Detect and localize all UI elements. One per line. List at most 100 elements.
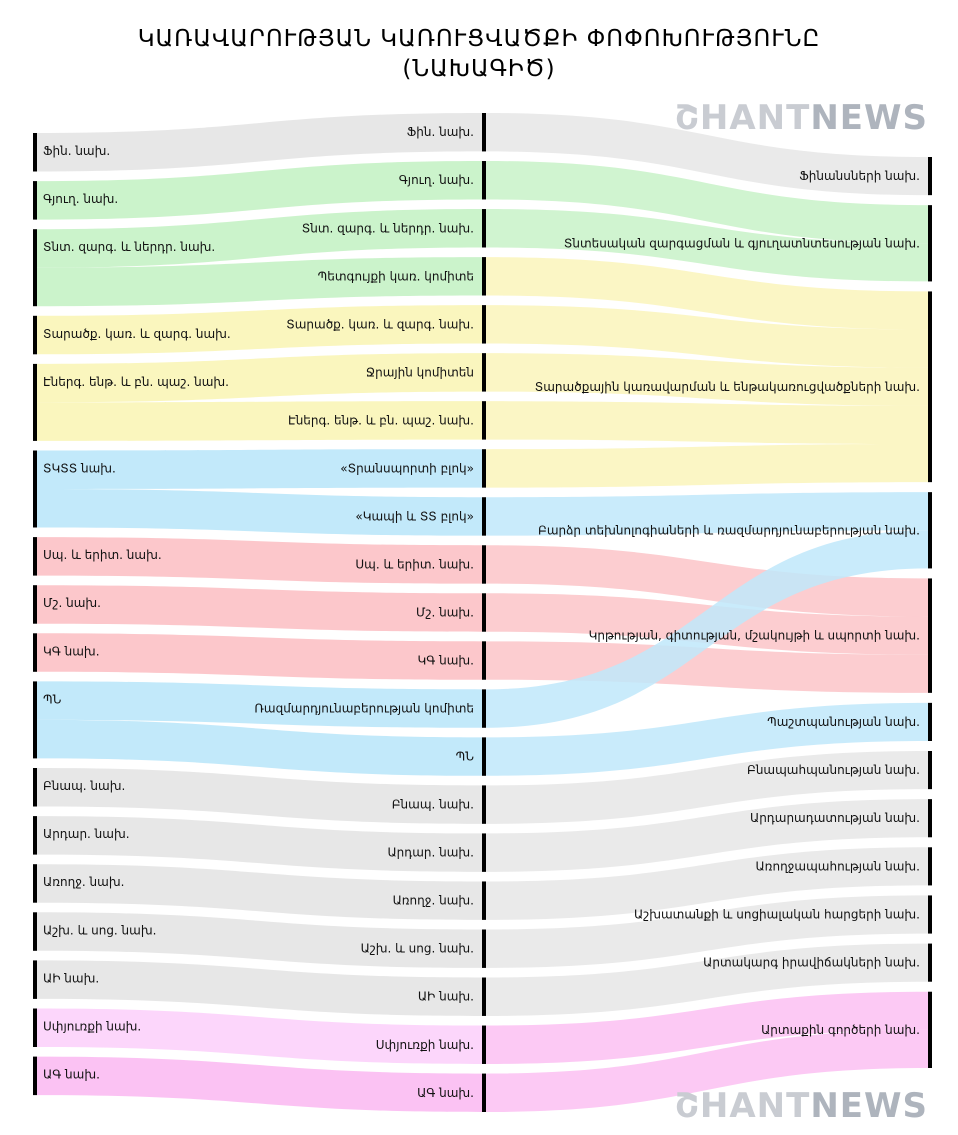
link-middle-to-right [486,113,928,196]
middle-node-bar [482,305,486,344]
middle-node-label: Սպ. և երիտ. նախ. [355,557,474,571]
left-node-bar [33,363,37,441]
middle-node-label: «Տրանսպորտի բլոկ» [340,461,474,475]
left-node-bar [33,864,37,903]
left-node-label: ՏԿՏՏ նախ. [43,462,116,476]
left-node-label: Տնտ. զարգ. և ներդր. նախ. [43,240,215,254]
link-left-to-middle [37,1008,482,1064]
link-middle-to-right [486,1029,928,1112]
chart-title-line-2: (ՆԱԽԱԳԻԾ) [402,56,556,82]
link-middle-to-right [486,702,928,776]
right-node-label: Տնտեսական զարգացման և գյուղատնտեսության … [564,236,920,250]
middle-node-bar [482,401,486,440]
middle-node-label: Տարածք. կառ. և զարգ. նախ. [286,317,474,331]
right-links [486,113,928,1112]
middle-node-label: ԱԳ նախ. [417,1086,474,1100]
left-node-label: ԱԻ նախ. [43,971,99,985]
middle-node-bar [482,497,486,536]
watermark-part-1: ՇHANT [674,1086,811,1126]
left-node-bar [33,229,37,307]
link-middle-to-right [486,751,928,824]
link-left-to-middle [37,489,482,536]
link-middle-to-right [486,545,928,617]
left-node-label: Տարածք. կառ. և զարգ. նախ. [43,327,231,341]
right-node-label: Բարձր տեխնոլոգիաների և ռազմարդյունաբերու… [538,523,920,537]
link-left-to-middle [37,257,482,307]
link-middle-to-right [486,799,928,872]
middle-node-bar [482,1073,486,1112]
middle-node-label: Ջրային կոմիտեն [366,365,474,379]
link-middle-to-right [486,847,928,920]
link-left-to-middle [37,1056,482,1112]
middle-node-label: Առողջ. նախ. [393,894,474,908]
middle-node-label: Պետգույքի կառ. կոմիտե [318,269,474,283]
middle-node-bar [482,449,486,488]
link-left-to-middle [37,864,482,920]
link-left-to-middle [37,681,482,728]
middle-node-bar [482,113,486,152]
watermark-logo-top: ՇHANTNEWS [675,98,928,138]
left-node-label: ԱԳ նախ. [43,1068,100,1082]
chart-title: ԿԱՌԱՎԱՐՈՒԹՅԱՆ ԿԱՌՈՒՑՎԱԾՔԻ ՓՈՓՈԽՈՒԹՅՈՒՆԸ … [0,24,958,84]
right-node-label: Արդարադատության նախ. [750,811,920,825]
left-node-bar [33,960,37,999]
left-node-label: Գյուղ. նախ. [43,192,118,206]
left-node-label: Ֆին. նախ. [43,144,110,158]
right-node-label: Պաշտպանության նախ. [767,715,920,729]
link-middle-to-right [486,895,928,968]
left-node-bar [33,768,37,807]
left-node-bar [33,537,37,576]
link-left-to-middle [37,633,482,680]
watermark-part-2: NEWS [810,98,928,138]
left-node-label: Մշ. նախ. [43,596,101,610]
left-node-label: Էներգ. ենթ. և բն. պաշ. նախ. [43,375,229,389]
link-left-to-middle [37,449,482,489]
left-node-bar [33,133,37,172]
right-node-label: Աշխատանքի և սոցիալական հարցերի նախ. [634,908,920,922]
left-node-bar [33,912,37,951]
right-node-label: Արտաքին գործերի նախ. [761,1023,920,1037]
middle-node-bar [482,977,486,1016]
right-node-bar [928,157,932,196]
left-node-bar [33,681,37,759]
right-node-label: Առողջապահության նախ. [755,859,920,873]
middle-node-bar [482,545,486,584]
watermark-part-1: ՇHANT [674,98,811,138]
middle-node-label: ՊՆ [456,750,475,764]
link-left-to-middle [37,209,482,268]
watermark-logo-bottom: ՇHANTNEWS [675,1086,928,1126]
right-node-label: Արտակարգ իրավիճակների նախ. [703,956,920,970]
middle-node-label: Սփյուռքի նախ. [376,1038,474,1052]
middle-node-bar [482,833,486,872]
left-node-label: Սպ. և երիտ. նախ. [43,548,162,562]
middle-node-label: Արդար. նախ. [387,846,474,860]
right-node-bar [928,291,932,483]
right-node-bar [928,702,932,741]
link-left-to-middle [37,113,482,172]
link-left-to-middle [37,585,482,632]
right-node-bar [928,492,932,569]
right-node-bar [928,991,932,1068]
left-node-bar [33,585,37,624]
link-middle-to-right [486,305,928,368]
link-left-to-middle [37,960,482,1016]
right-node-bar [928,578,932,693]
node-labels: Ֆին. նախ. Գյուղ. նախ. Տնտ. զարգ. և ներդր. … [43,125,920,1100]
link-middle-to-right [486,161,928,244]
right-node-label: Ֆինանսների նախ. [799,169,920,183]
left-node-label: Աշխ. և սոց. նախ. [43,923,156,937]
middle-node-label: Բնապ. նախ. [392,798,474,812]
link-left-to-middle [37,719,482,776]
right-node-bar [928,751,932,790]
left-links [37,113,482,1112]
middle-node-bar [482,689,486,728]
link-middle-to-right [486,209,928,282]
right-node-bar [928,943,932,982]
link-middle-to-right [486,401,928,444]
watermark-part-2: NEWS [810,1086,928,1126]
middle-node-bar [482,737,486,776]
link-left-to-middle [37,353,482,403]
chart-title-line-1: ԿԱՌԱՎԱՐՈՒԹՅԱՆ ԿԱՌՈՒՑՎԱԾՔԻ ՓՈՓՈԽՈՒԹՅՈՒՆԸ [137,26,821,52]
middle-node-label: «Կապի և ՏՏ բլոկ» [355,509,474,523]
